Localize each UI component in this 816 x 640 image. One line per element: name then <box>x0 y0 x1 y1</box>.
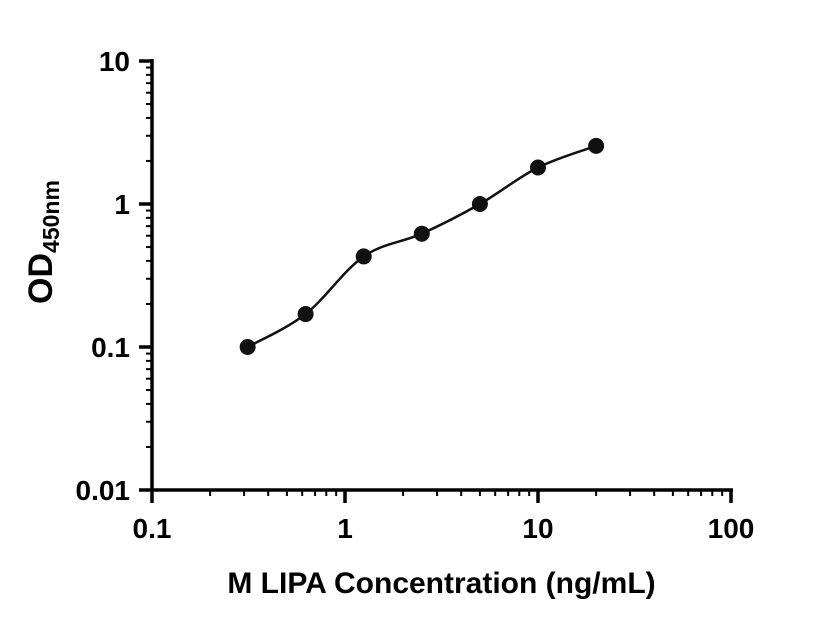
axes <box>139 59 733 503</box>
x-axis-tick-labels: 0.1 1 10 100 <box>133 513 755 544</box>
y-axis-title: OD450nm <box>22 180 64 304</box>
data-point <box>355 248 372 265</box>
y-tick-label: 0.01 <box>76 475 131 506</box>
y-tick-label: 10 <box>99 46 130 77</box>
data-points-group <box>239 137 605 355</box>
x-tick-label: 10 <box>522 513 553 544</box>
y-axis-title-main: OD <box>22 253 60 304</box>
x-axis-title: M LIPA Concentration (ng/mL) <box>227 567 655 600</box>
x-tick-label: 0.1 <box>133 513 172 544</box>
y-tick-label: 0.1 <box>91 332 130 363</box>
data-point <box>530 159 546 176</box>
data-point <box>239 339 256 355</box>
data-point <box>471 196 488 212</box>
x-tick-label: 1 <box>337 513 353 544</box>
y-tick-label: 1 <box>114 189 130 220</box>
x-tick-label: 100 <box>708 513 755 544</box>
y-axis-tick-labels: 0.01 0.1 1 10 <box>76 46 131 506</box>
data-point <box>297 306 314 323</box>
data-point <box>413 225 430 242</box>
data-point <box>588 137 605 154</box>
y-axis-title-subscript: 450nm <box>38 180 64 253</box>
